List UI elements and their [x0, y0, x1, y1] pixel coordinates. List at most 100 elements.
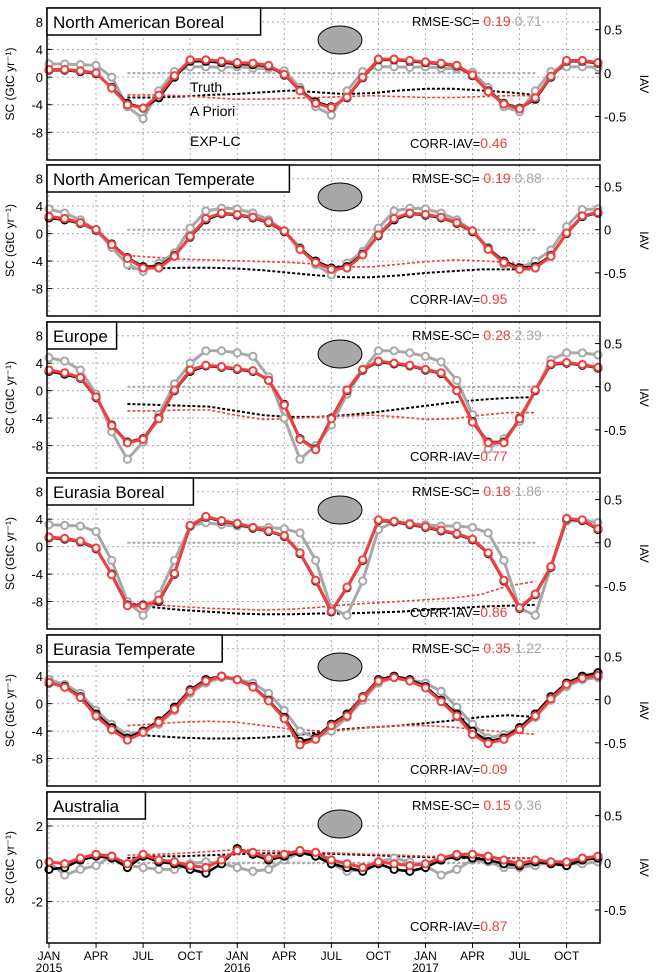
sc-exp-point	[499, 734, 509, 744]
x-tick-label: OCT	[177, 949, 203, 963]
y-right-tick-label: 0	[604, 693, 611, 708]
sc-exp-point	[420, 683, 431, 693]
sc-exp-point	[75, 536, 85, 546]
panel-4: 8 4 0 -4 -8 0.5 0 -0.5 Eurasia Temperate RMSE-SC=…	[3, 634, 651, 787]
rmse-exp-value: 0.35	[480, 640, 511, 656]
x-tick-label: OCT	[554, 949, 580, 963]
sc-exp-point	[232, 57, 242, 68]
sc-exp-point	[373, 54, 383, 64]
y-tick-label: 8	[36, 172, 43, 187]
sc-exp-point	[154, 263, 164, 273]
sc-exp-point	[389, 54, 399, 64]
sc-exp-point	[91, 543, 101, 553]
sc-exp-point	[483, 738, 493, 749]
y-right-tick-label: -0.5	[604, 110, 626, 125]
y-tick-label: 4	[36, 356, 43, 371]
sc-exp-point	[499, 257, 509, 268]
sc-exp-point	[499, 99, 509, 109]
sc-prior-point	[138, 113, 148, 124]
y-tick-label: -4	[31, 724, 43, 739]
y-right-tick-label: 0.5	[604, 809, 622, 824]
sc-exp-point	[91, 224, 101, 235]
sc-exp-point	[122, 601, 133, 611]
sc-exp-point	[499, 438, 509, 448]
sc-exp-point	[138, 103, 148, 113]
y-tick-label: -8	[31, 439, 43, 454]
sc-exp-point	[373, 356, 383, 366]
y-tick-label: 2	[36, 819, 43, 834]
y-tick-label: -4	[31, 98, 43, 113]
sc-prior-point	[562, 348, 572, 358]
sc-exp-point	[154, 414, 164, 424]
y-right-tick-label: 0.5	[604, 23, 622, 38]
sc-exp-point	[436, 58, 446, 68]
region-map-icon	[317, 25, 363, 55]
sc-prior-point	[389, 346, 399, 356]
panel-title-box	[46, 634, 223, 663]
sc-exp-point	[91, 711, 101, 721]
sc-exp-point	[562, 228, 572, 238]
sc-exp-point	[467, 534, 478, 544]
y-tick-label: 8	[36, 15, 43, 30]
sc-exp-point	[530, 711, 540, 721]
corr-text: CORR-IAV=0.77	[410, 448, 508, 464]
sc-exp-point	[389, 358, 399, 368]
sc-exp-point	[311, 98, 321, 108]
sc-exp-point	[248, 522, 258, 533]
sc-prior-point	[483, 528, 493, 538]
sc-prior-point	[358, 576, 368, 586]
sc-exp-point	[154, 90, 164, 100]
sc-prior-point	[295, 528, 305, 538]
sc-exp-line	[48, 359, 599, 452]
sc-exp-point	[91, 392, 101, 402]
sc-exp-point	[232, 675, 242, 685]
sc-prior-point	[201, 346, 211, 356]
sc-exp-point	[60, 533, 70, 544]
sc-prior-point	[91, 526, 101, 537]
sc-exp-point	[232, 364, 242, 374]
y-tick-label: 0	[36, 540, 43, 555]
rmse-exp-value: 0.18	[480, 483, 511, 499]
y-axis-label: SC (GtC yr⁻¹)	[3, 48, 17, 121]
corr-exp-value: 0.09	[480, 761, 507, 777]
sc-exp-point	[483, 87, 493, 97]
panel-frame	[46, 477, 601, 630]
sc-exp-point	[232, 209, 242, 220]
sc-prior-point	[264, 864, 274, 874]
corr-label: CORR-IAV=	[410, 292, 480, 307]
sc-prior-point	[201, 206, 211, 216]
y-right-tick-label: -0.5	[604, 266, 626, 281]
x-year-label: 2017	[412, 961, 439, 972]
rmse-exp-value: 0.28	[480, 327, 511, 343]
sc-exp-point	[452, 60, 462, 70]
sc-exp-point	[373, 857, 383, 867]
sc-exp-point	[342, 263, 352, 273]
rmse-label: RMSE-SC=	[412, 798, 480, 813]
sc-exp-point	[373, 676, 383, 686]
x-tick-label: JUL	[509, 949, 531, 963]
sc-exp-point	[577, 55, 587, 66]
sc-exp-point	[216, 671, 227, 681]
sc-exp-point	[546, 561, 556, 572]
sc-exp-point	[264, 60, 274, 70]
iav-truth-line	[127, 266, 536, 279]
sc-exp-point	[185, 520, 195, 530]
sc-exp-point	[122, 735, 133, 745]
panel-title: North American Temperate	[53, 170, 255, 189]
sc-exp-point	[358, 364, 368, 374]
sc-exp-point	[389, 859, 399, 869]
sc-exp-point	[326, 855, 336, 865]
sc-exp-point	[483, 244, 493, 255]
sc-exp-point	[201, 511, 211, 522]
sc-exp-point	[562, 857, 572, 867]
x-tick-label: APR	[84, 949, 109, 963]
y-right-tick-label: -0.5	[604, 579, 626, 594]
sc-exp-point	[60, 859, 70, 869]
sc-prior-point	[138, 862, 148, 873]
y-right-axis-label: IAV	[637, 858, 651, 876]
y-right-tick-label: 0.5	[604, 493, 622, 508]
y-tick-label: 0	[36, 857, 43, 872]
rmse-text: RMSE-SC= 0.18 1.86	[412, 483, 542, 499]
sc-exp-point	[467, 417, 478, 427]
